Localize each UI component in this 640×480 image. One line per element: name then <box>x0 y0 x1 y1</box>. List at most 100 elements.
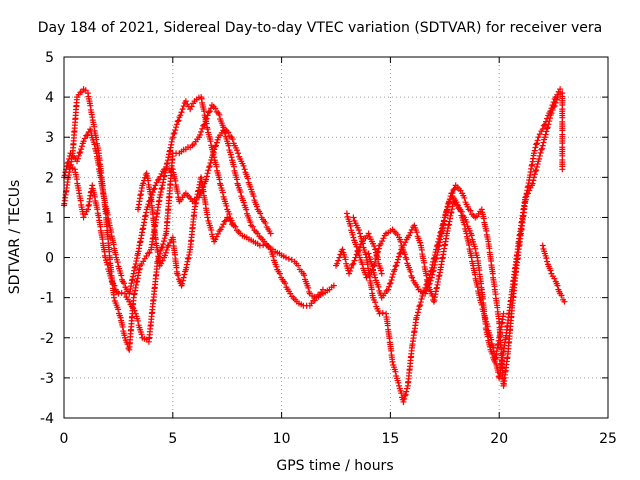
data-point <box>352 254 359 261</box>
data-point-interp <box>111 282 118 289</box>
data-point-interp <box>482 315 489 322</box>
data-point-interp <box>334 260 341 267</box>
data-point-interp <box>435 238 442 245</box>
data-point-interp <box>62 169 69 176</box>
data-point-interp <box>392 368 399 375</box>
data-point-interp <box>538 146 545 153</box>
data-point-interp <box>379 309 386 316</box>
data-point-interp <box>550 104 557 111</box>
data-point-interp <box>413 229 420 236</box>
data-point-interp <box>223 202 230 209</box>
data-point-interp <box>369 263 376 270</box>
data-point-interp <box>197 131 203 138</box>
data-point-interp <box>386 280 393 287</box>
data-point <box>202 118 209 125</box>
data-point <box>282 254 289 261</box>
data-point-interp <box>448 193 455 200</box>
data-point-interp <box>220 221 227 228</box>
data-point <box>396 382 403 389</box>
data-point-interp <box>524 190 531 197</box>
data-point <box>559 166 566 173</box>
data-point-interp <box>210 149 217 156</box>
data-point-interp <box>558 292 565 299</box>
data-point-interp <box>542 131 549 138</box>
data-point-interp <box>545 121 552 128</box>
data-point-interp <box>158 170 165 177</box>
data-point <box>365 230 372 237</box>
data-point-interp <box>388 277 395 284</box>
data-point-interp <box>531 174 538 181</box>
data-point-interp <box>449 189 456 196</box>
data-point-interp <box>200 122 207 129</box>
data-point-interp <box>270 253 277 260</box>
data-point-interp <box>400 242 407 249</box>
data-point-interp <box>414 309 421 316</box>
data-point-interp <box>377 240 384 247</box>
y-tick-label: -3 <box>40 371 54 387</box>
data-point-interp <box>64 160 71 167</box>
data-point-interp <box>402 239 409 246</box>
data-point-interp <box>65 159 72 166</box>
data-point-interp <box>336 254 343 261</box>
data-point-interp <box>213 139 220 146</box>
data-point-interp <box>153 179 160 186</box>
data-point-interp <box>536 156 543 163</box>
data-point-interp <box>180 274 187 281</box>
data-point-interp <box>399 244 406 251</box>
data-point <box>539 126 546 133</box>
y-tick-label: -4 <box>40 411 54 427</box>
data-point-interp <box>540 139 547 146</box>
data-point-interp <box>533 164 540 171</box>
data-point-interp <box>63 163 70 170</box>
data-point-interp <box>536 152 543 159</box>
data-point-interp <box>549 107 556 114</box>
axis-ticks <box>63 56 609 419</box>
data-point-interp <box>250 193 257 200</box>
data-point-interp <box>78 143 85 150</box>
data-point-interp <box>227 217 234 224</box>
x-tick-labels: 0 5 10 15 20 25 <box>60 431 617 447</box>
x-tick-label: 25 <box>599 431 617 447</box>
data-point-interp <box>407 229 414 236</box>
data-point-interp <box>544 125 551 132</box>
data-point-interp <box>444 204 451 211</box>
data-point-interp <box>546 115 553 122</box>
data-point-interp <box>395 379 402 386</box>
data-point-interp <box>159 244 166 251</box>
x-tick-label: 15 <box>381 431 399 447</box>
data-point-interp <box>349 261 356 268</box>
data-point-interp <box>162 249 169 256</box>
data-point-interp <box>206 163 213 170</box>
data-point-interp <box>347 223 354 230</box>
data-point-interp <box>108 275 115 282</box>
data-point-interp <box>351 257 358 264</box>
y-tick-label: 1 <box>45 210 54 226</box>
data-point <box>372 274 379 281</box>
data-point-interp <box>406 232 413 239</box>
data-point-interp <box>526 187 533 194</box>
data-point <box>115 290 122 297</box>
data-point <box>230 222 237 229</box>
data-point-interp <box>244 175 251 182</box>
data-point-interp <box>377 267 384 274</box>
data-point-interp <box>532 144 539 151</box>
data-point <box>476 294 483 301</box>
data-point-interp <box>396 250 403 257</box>
data-point-interp <box>240 162 247 169</box>
data-point-interp <box>534 160 541 167</box>
data-point-interp <box>229 136 236 143</box>
data-point <box>561 298 568 305</box>
data-point <box>544 258 551 265</box>
data-point-interp <box>154 176 161 183</box>
data-point-interp <box>82 211 89 218</box>
data-point-interp <box>161 235 168 242</box>
data-point-interp <box>157 173 164 180</box>
data-point <box>204 214 211 221</box>
y-axis-label: SDTVAR / TECUs <box>7 180 23 295</box>
data-point-interp <box>237 189 244 196</box>
data-point-interp <box>536 131 543 138</box>
data-point-interp <box>414 312 421 319</box>
data-point-interp <box>531 147 538 154</box>
data-point-interp <box>484 323 491 330</box>
data-point-interp <box>262 220 269 227</box>
